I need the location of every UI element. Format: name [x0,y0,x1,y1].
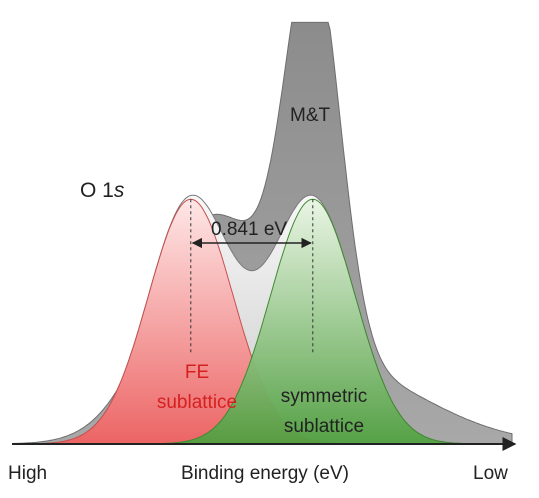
mt-envelope-area [13,21,513,445]
fe-label-line2: sublattice [157,392,237,413]
peak-separation-label: 0.841 eV [211,219,287,240]
sym-label-line2: sublattice [284,416,364,437]
x-axis-right-end-label: Low [473,463,508,484]
spectrum-label: O 1s [80,179,125,202]
fe-label-line1: FE [185,362,209,383]
x-axis-title: Binding energy (eV) [181,463,349,484]
sym-label-line1: symmetric [281,386,368,407]
x-axis-left-end-label: High [8,463,47,484]
mt-label: M&T [290,105,331,126]
